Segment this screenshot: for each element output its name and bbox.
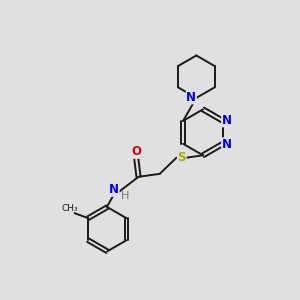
Text: N: N xyxy=(222,114,232,127)
Text: N: N xyxy=(186,91,197,104)
Text: O: O xyxy=(131,145,141,158)
Text: CH₃: CH₃ xyxy=(61,204,78,213)
Text: H: H xyxy=(121,190,129,201)
Text: N: N xyxy=(109,183,119,196)
Text: S: S xyxy=(178,151,186,164)
Text: N: N xyxy=(222,138,232,151)
